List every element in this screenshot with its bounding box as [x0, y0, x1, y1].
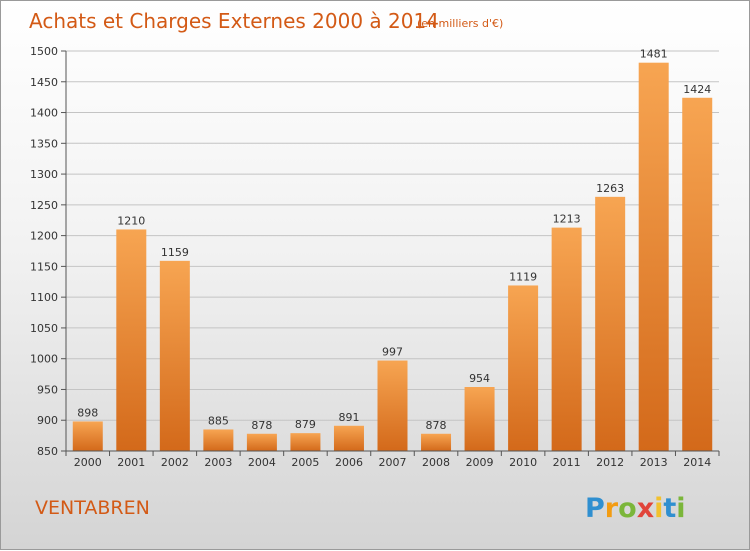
- y-tick-label: 850: [37, 445, 58, 458]
- y-tick-label: 1250: [30, 199, 58, 212]
- town-name: VENTABREN: [35, 497, 150, 519]
- bar-2003: [203, 429, 234, 451]
- y-tick-label: 950: [37, 383, 58, 396]
- value-label: 1213: [553, 213, 581, 226]
- logo-letter: i: [654, 493, 663, 524]
- bar-2004: [246, 433, 277, 451]
- logo-letter: r: [605, 493, 619, 524]
- x-tick-label: 2000: [74, 456, 102, 469]
- value-labels: 898 1210 1159 885 878 879 891 997 878 954 1119 1213…: [77, 48, 711, 432]
- y-axis-ticks: 850 900 950 1000 1050 1100 1150 1200 1250 1300 135…: [30, 45, 66, 458]
- bars: [72, 62, 713, 452]
- x-tick-label: 2001: [117, 456, 145, 469]
- value-label: 878: [251, 419, 272, 432]
- bar-2011: [551, 227, 582, 451]
- x-tick-label: 2006: [335, 456, 363, 469]
- x-tick-label: 2008: [422, 456, 450, 469]
- x-axis-ticks: 2000 2001 2002 2003 2004 2005 2006 2007 2008 2009…: [65, 451, 720, 469]
- bar-2001: [116, 229, 147, 451]
- bar-2009: [464, 387, 495, 451]
- bar-2010: [508, 285, 539, 451]
- logo-letter: o: [618, 493, 637, 524]
- x-tick-label: 2009: [466, 456, 494, 469]
- value-label: 891: [338, 411, 359, 424]
- value-label: 1159: [161, 246, 189, 259]
- logo-letter: i: [676, 493, 685, 524]
- chart-subtitle: (en milliers d'€): [417, 17, 503, 30]
- logo-letter: x: [637, 493, 654, 524]
- bar-2002: [159, 260, 190, 451]
- bar-2005: [290, 433, 321, 451]
- y-tick-label: 1000: [30, 353, 58, 366]
- value-label: 898: [77, 406, 98, 419]
- x-tick-label: 2014: [683, 456, 711, 469]
- logo-letter: P: [585, 493, 605, 524]
- y-tick-label: 1500: [30, 45, 58, 58]
- x-tick-label: 2004: [248, 456, 276, 469]
- bar-2008: [421, 433, 452, 451]
- bar-2006: [333, 425, 364, 451]
- bar-2007: [377, 360, 408, 451]
- y-tick-label: 1050: [30, 322, 58, 335]
- value-label: 878: [426, 419, 447, 432]
- x-tick-label: 2010: [509, 456, 537, 469]
- y-tick-label: 900: [37, 414, 58, 427]
- y-tick-label: 1400: [30, 107, 58, 120]
- y-tick-label: 1450: [30, 76, 58, 89]
- chart-title: Achats et Charges Externes 2000 à 2014: [29, 9, 439, 33]
- x-tick-label: 2013: [640, 456, 668, 469]
- value-label: 1210: [117, 214, 145, 227]
- value-label: 885: [208, 414, 229, 427]
- value-label: 1481: [640, 48, 668, 61]
- value-label: 954: [469, 372, 490, 385]
- bar-2013: [638, 62, 669, 451]
- value-label: 879: [295, 418, 316, 431]
- y-tick-label: 1150: [30, 260, 58, 273]
- x-tick-label: 2005: [291, 456, 319, 469]
- y-tick-label: 1300: [30, 168, 58, 181]
- y-tick-label: 1350: [30, 137, 58, 150]
- value-label: 1424: [683, 83, 711, 96]
- x-tick-label: 2002: [161, 456, 189, 469]
- bar-2014: [682, 97, 713, 452]
- x-tick-label: 2003: [204, 456, 232, 469]
- y-tick-label: 1200: [30, 230, 58, 243]
- value-label: 1263: [596, 182, 624, 195]
- x-tick-label: 2007: [379, 456, 407, 469]
- x-tick-label: 2012: [596, 456, 624, 469]
- value-label: 1119: [509, 270, 537, 283]
- logo-letter: t: [663, 493, 676, 524]
- value-label: 997: [382, 346, 403, 359]
- bar-2000: [72, 421, 103, 451]
- bar-2012: [595, 196, 626, 451]
- y-tick-label: 1100: [30, 291, 58, 304]
- x-tick-label: 2011: [553, 456, 581, 469]
- proxiti-logo: Proxiti: [585, 493, 686, 524]
